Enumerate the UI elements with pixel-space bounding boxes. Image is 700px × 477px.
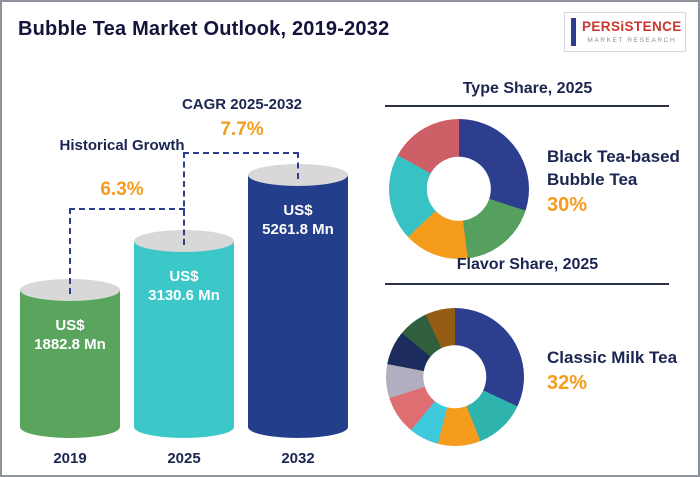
type-share-donut-hole	[426, 156, 492, 222]
historical-connector-left	[69, 208, 71, 294]
flavor-share-callout-value: 32%	[547, 372, 588, 394]
bar-2019-currency: US$	[55, 317, 85, 334]
brand-logo: PERSiSTENCE MARKET RESEARCH	[564, 12, 686, 52]
flavor-share-callout: Classic Milk Tea 32%	[547, 346, 697, 395]
type-share-callout-label: Black Tea-based Bubble Tea	[547, 147, 680, 189]
bar-2025-amount: 3130.6 Mn	[148, 287, 220, 304]
page-title: Bubble Tea Market Outlook, 2019-2032	[18, 18, 390, 40]
flavor-share-title: Flavor Share, 2025	[456, 256, 599, 273]
bar-2025-value-label: US$ 3130.6 Mn	[134, 267, 234, 305]
bar-2025-currency: US$	[169, 268, 199, 285]
type-share-callout-value: 30%	[547, 194, 588, 216]
flavor-share-donut-hole	[423, 345, 487, 409]
type-share-callout: Black Tea-based Bubble Tea 30%	[547, 145, 697, 217]
cagr-connector-top	[183, 152, 299, 154]
bar-2032-amount: 5261.8 Mn	[262, 221, 334, 238]
x-axis-label-2025: 2025	[167, 450, 201, 467]
type-share-title: Type Share, 2025	[462, 80, 593, 97]
flavor-share-callout-label: Classic Milk Tea	[547, 348, 678, 367]
logo-text: PERSiSTENCE MARKET RESEARCH	[582, 19, 682, 44]
cagr-connector-right	[297, 152, 299, 179]
bar-2019-amount: 1882.8 Mn	[34, 336, 106, 353]
logo-tagline: MARKET RESEARCH	[587, 36, 677, 44]
bar-2032: US$ 5261.8 Mn	[248, 164, 348, 438]
x-axis-label-2032: 2032	[281, 450, 315, 467]
bar-2025: US$ 3130.6 Mn	[134, 230, 234, 438]
bar-2019: US$ 1882.8 Mn	[20, 279, 120, 438]
type-share-donut	[389, 119, 529, 259]
historical-growth-value: 6.3%	[100, 179, 144, 200]
bar-2032-value-label: US$ 5261.8 Mn	[248, 201, 348, 239]
cagr-value: 7.7%	[220, 119, 264, 140]
bar-2032-currency: US$	[283, 202, 313, 219]
cagr-connector-left	[183, 152, 185, 245]
cagr-label: CAGR 2025-2032	[181, 96, 303, 113]
logo-name: PERSiSTENCE	[582, 19, 682, 34]
logo-accent-bar	[571, 18, 576, 46]
flavor-share-donut	[386, 308, 524, 446]
flavor-share-divider	[385, 283, 669, 285]
type-share-divider	[385, 105, 669, 107]
historical-growth-label: Historical Growth	[59, 137, 185, 154]
bar-2019-value-label: US$ 1882.8 Mn	[20, 316, 120, 354]
historical-connector-top	[69, 208, 185, 210]
x-axis-label-2019: 2019	[53, 450, 87, 467]
